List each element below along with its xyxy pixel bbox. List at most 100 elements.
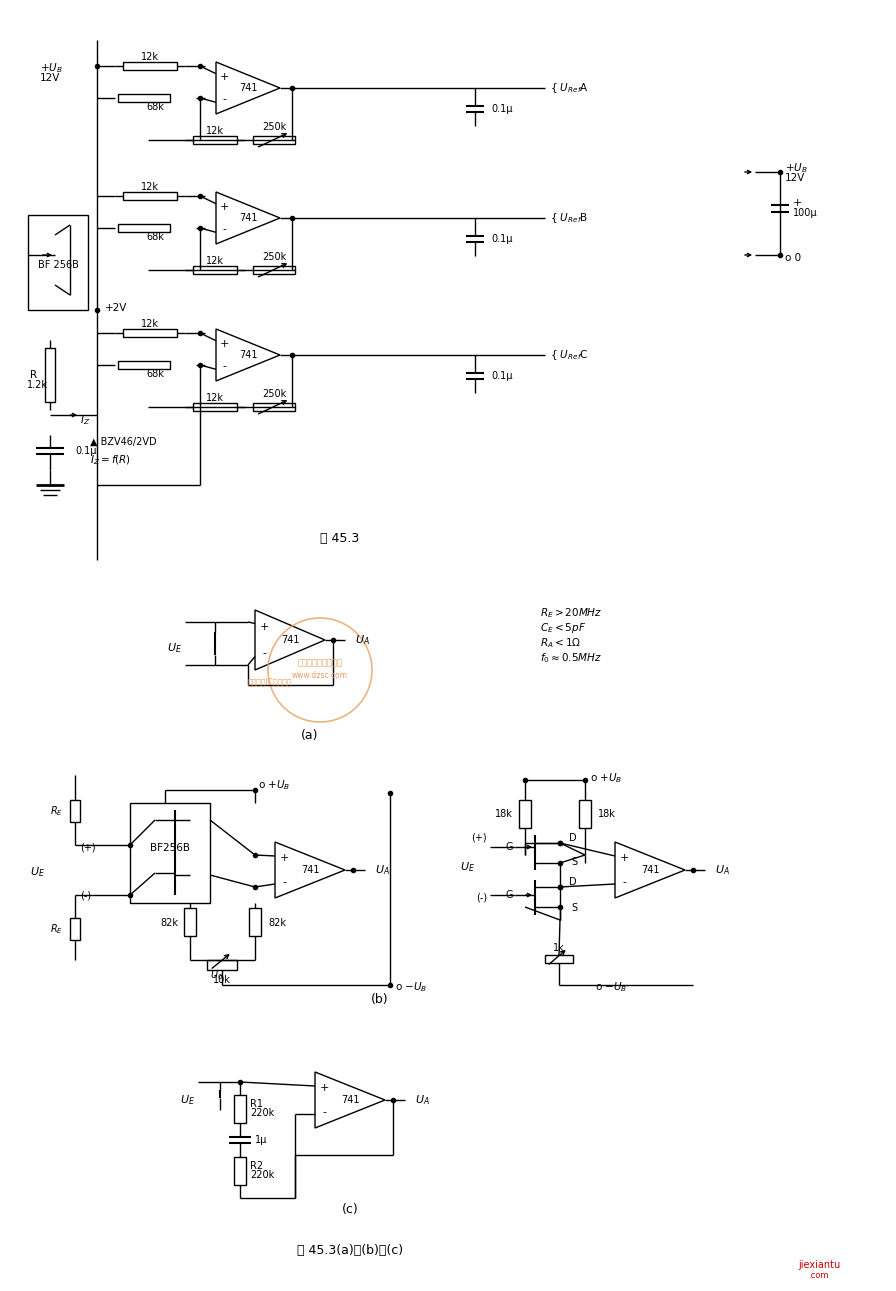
Text: 10k: 10k (213, 975, 231, 985)
Text: $R_A<1\Omega$: $R_A<1\Omega$ (540, 636, 582, 649)
Text: G: G (505, 889, 513, 900)
Text: 741: 741 (238, 83, 257, 93)
Text: D: D (569, 877, 577, 887)
Bar (545, 955, 573, 963)
Text: (-): (-) (476, 893, 487, 902)
Text: $U_0$: $U_0$ (210, 968, 223, 982)
Text: 1μ: 1μ (255, 1135, 267, 1145)
Text: 741: 741 (238, 350, 257, 360)
Text: .com: .com (808, 1270, 829, 1279)
Text: 12k: 12k (141, 52, 159, 62)
Bar (193, 266, 237, 274)
Text: 1k: 1k (553, 942, 564, 953)
Text: 250k: 250k (262, 123, 286, 132)
Text: { $U_{Ref}$C: { $U_{Ref}$C (550, 349, 589, 361)
Text: 0.1μ: 0.1μ (75, 445, 97, 456)
Bar (234, 1095, 246, 1123)
Bar (519, 800, 531, 828)
Text: BF256B: BF256B (150, 843, 190, 853)
Bar (184, 908, 196, 936)
Text: (b): (b) (371, 994, 389, 1007)
Text: $R_E>20MHz$: $R_E>20MHz$ (540, 605, 602, 620)
Text: 全国最大IC采购网站: 全国最大IC采购网站 (248, 678, 292, 687)
Bar (193, 403, 237, 411)
Text: 图 45.3(a)、(b)、(c): 图 45.3(a)、(b)、(c) (297, 1243, 403, 1256)
Text: $f_0\approx0.5MHz$: $f_0\approx0.5MHz$ (540, 651, 602, 665)
Text: +: + (619, 853, 629, 864)
Text: 82k: 82k (268, 918, 286, 928)
Text: www.dzsc.com: www.dzsc.com (292, 670, 348, 679)
Text: $U_E$: $U_E$ (180, 1093, 195, 1106)
Text: $U_E$: $U_E$ (30, 865, 45, 879)
Text: 12V: 12V (785, 173, 806, 183)
Text: 250k: 250k (262, 252, 286, 262)
Bar (130, 803, 210, 902)
Text: ▲ BZV46/2VD: ▲ BZV46/2VD (90, 436, 157, 447)
Text: 1.2k: 1.2k (27, 380, 48, 390)
Text: 741: 741 (301, 865, 319, 875)
Text: $U_A$: $U_A$ (355, 633, 370, 647)
Text: -: - (222, 94, 226, 103)
Text: R: R (30, 371, 37, 380)
Text: 图 45.3: 图 45.3 (321, 532, 359, 545)
Text: +: + (793, 198, 803, 208)
Text: -: - (282, 877, 286, 887)
Text: -: - (222, 223, 226, 234)
Text: o $+U_B$: o $+U_B$ (590, 771, 623, 785)
Text: (+): (+) (80, 842, 96, 852)
Text: 0.1μ: 0.1μ (491, 371, 513, 381)
Text: +: + (220, 203, 228, 212)
Text: 741: 741 (238, 213, 257, 223)
Bar (123, 192, 177, 200)
Text: -: - (262, 648, 266, 657)
Text: +: + (220, 340, 228, 349)
Text: o $-U_B$: o $-U_B$ (595, 980, 627, 994)
Bar (579, 800, 591, 828)
Text: 68k: 68k (146, 369, 164, 380)
Text: $R_E$: $R_E$ (50, 922, 63, 936)
Text: +: + (259, 622, 269, 633)
Text: $I_Z$: $I_Z$ (80, 413, 90, 427)
Text: +: + (319, 1083, 329, 1093)
Text: 82k: 82k (160, 918, 178, 928)
Text: 12k: 12k (206, 256, 224, 266)
Bar (45, 349, 55, 402)
Bar (123, 62, 177, 70)
Bar (70, 800, 80, 822)
Text: 12k: 12k (206, 392, 224, 403)
Text: $I_Z = f(R)$: $I_Z = f(R)$ (90, 453, 131, 467)
Bar (118, 94, 170, 102)
Bar (207, 961, 237, 970)
Text: +2V: +2V (105, 303, 127, 312)
Text: $U_E$: $U_E$ (460, 860, 475, 874)
Bar (118, 225, 170, 232)
Bar (234, 1157, 246, 1185)
Text: 741: 741 (340, 1095, 359, 1105)
Text: 12V: 12V (40, 74, 60, 83)
Text: (a): (a) (301, 728, 319, 741)
Text: (c): (c) (341, 1203, 358, 1216)
Text: { $U_{Ref}$B: { $U_{Ref}$B (550, 212, 589, 225)
Bar (118, 361, 170, 369)
Text: 741: 741 (641, 865, 659, 875)
Text: o $-U_B$: o $-U_B$ (395, 980, 427, 994)
Text: $U_A$: $U_A$ (715, 864, 730, 877)
Text: 100μ: 100μ (793, 208, 818, 218)
Text: $U_A$: $U_A$ (375, 864, 390, 877)
Text: +: + (280, 853, 289, 864)
Text: o $+U_B$: o $+U_B$ (258, 778, 290, 791)
Bar (123, 329, 177, 337)
Text: 220k: 220k (250, 1170, 274, 1180)
Text: BF 256B: BF 256B (38, 259, 79, 270)
Text: +: + (220, 72, 228, 83)
Bar (253, 266, 295, 274)
Text: 18k: 18k (495, 809, 513, 818)
Text: -: - (322, 1106, 326, 1117)
Text: o 0: o 0 (785, 253, 801, 263)
Text: 68k: 68k (146, 232, 164, 241)
Text: G: G (505, 842, 513, 852)
Text: $+U_B$: $+U_B$ (785, 161, 808, 174)
Bar (193, 136, 237, 145)
Text: +$U_B$: +$U_B$ (40, 61, 63, 75)
Bar (249, 908, 261, 936)
